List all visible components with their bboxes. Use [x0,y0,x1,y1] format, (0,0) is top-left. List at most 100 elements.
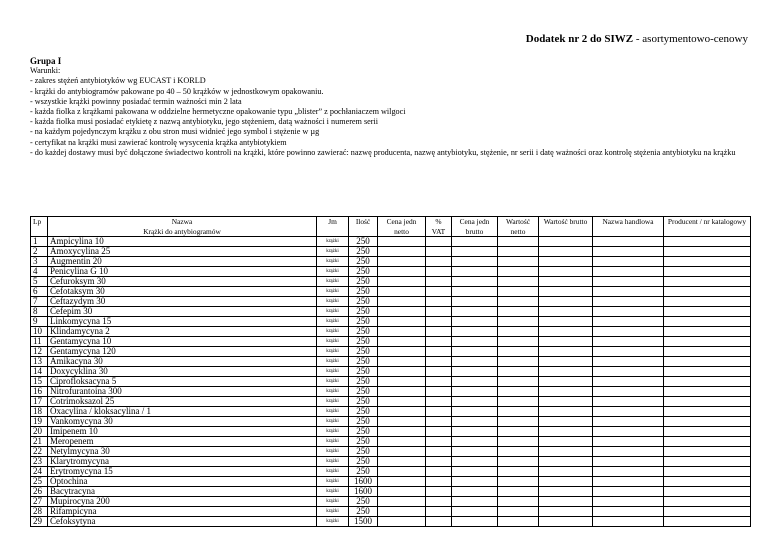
vat-cell[interactable] [425,406,452,417]
price-net-cell[interactable] [377,446,426,457]
trade-name-cell[interactable] [592,316,664,327]
value-net-cell[interactable] [497,266,539,277]
producent-cell[interactable] [663,436,751,447]
value-net-cell[interactable] [497,326,539,337]
trade-name-cell[interactable] [592,406,664,417]
price-net-cell[interactable] [377,256,426,267]
price-gross-cell[interactable] [451,296,498,307]
price-gross-cell[interactable] [451,256,498,267]
price-net-cell[interactable] [377,416,426,427]
price-net-cell[interactable] [377,466,426,477]
price-net-cell[interactable] [377,516,426,527]
price-net-cell[interactable] [377,376,426,387]
price-gross-cell[interactable] [451,336,498,347]
trade-name-cell[interactable] [592,346,664,357]
price-net-cell[interactable] [377,266,426,277]
vat-cell[interactable] [425,276,452,287]
price-gross-cell[interactable] [451,286,498,297]
price-gross-cell[interactable] [451,496,498,507]
vat-cell[interactable] [425,506,452,517]
vat-cell[interactable] [425,256,452,267]
trade-name-cell[interactable] [592,476,664,487]
vat-cell[interactable] [425,376,452,387]
vat-cell[interactable] [425,336,452,347]
trade-name-cell[interactable] [592,516,664,527]
value-net-cell[interactable] [497,426,539,437]
producent-cell[interactable] [663,306,751,317]
price-net-cell[interactable] [377,306,426,317]
producent-cell[interactable] [663,406,751,417]
trade-name-cell[interactable] [592,246,664,257]
trade-name-cell[interactable] [592,496,664,507]
value-gross-cell[interactable] [538,356,593,367]
trade-name-cell[interactable] [592,426,664,437]
producent-cell[interactable] [663,326,751,337]
vat-cell[interactable] [425,516,452,527]
producent-cell[interactable] [663,346,751,357]
price-net-cell[interactable] [377,366,426,377]
value-gross-cell[interactable] [538,506,593,517]
trade-name-cell[interactable] [592,326,664,337]
vat-cell[interactable] [425,436,452,447]
price-gross-cell[interactable] [451,456,498,467]
value-gross-cell[interactable] [538,496,593,507]
price-gross-cell[interactable] [451,426,498,437]
price-net-cell[interactable] [377,346,426,357]
price-net-cell[interactable] [377,456,426,467]
value-gross-cell[interactable] [538,396,593,407]
vat-cell[interactable] [425,366,452,377]
value-gross-cell[interactable] [538,306,593,317]
vat-cell[interactable] [425,496,452,507]
producent-cell[interactable] [663,396,751,407]
price-net-cell[interactable] [377,236,426,247]
value-gross-cell[interactable] [538,436,593,447]
value-net-cell[interactable] [497,366,539,377]
producent-cell[interactable] [663,516,751,527]
producent-cell[interactable] [663,336,751,347]
value-net-cell[interactable] [497,296,539,307]
value-gross-cell[interactable] [538,256,593,267]
value-net-cell[interactable] [497,386,539,397]
producent-cell[interactable] [663,356,751,367]
price-gross-cell[interactable] [451,376,498,387]
value-gross-cell[interactable] [538,326,593,337]
value-gross-cell[interactable] [538,276,593,287]
price-gross-cell[interactable] [451,356,498,367]
trade-name-cell[interactable] [592,266,664,277]
price-gross-cell[interactable] [451,386,498,397]
value-net-cell[interactable] [497,346,539,357]
value-net-cell[interactable] [497,456,539,467]
value-gross-cell[interactable] [538,406,593,417]
value-gross-cell[interactable] [538,316,593,327]
vat-cell[interactable] [425,356,452,367]
value-net-cell[interactable] [497,496,539,507]
trade-name-cell[interactable] [592,506,664,517]
vat-cell[interactable] [425,346,452,357]
vat-cell[interactable] [425,316,452,327]
price-net-cell[interactable] [377,496,426,507]
value-net-cell[interactable] [497,336,539,347]
trade-name-cell[interactable] [592,256,664,267]
producent-cell[interactable] [663,456,751,467]
price-net-cell[interactable] [377,336,426,347]
trade-name-cell[interactable] [592,416,664,427]
price-net-cell[interactable] [377,386,426,397]
trade-name-cell[interactable] [592,456,664,467]
value-gross-cell[interactable] [538,336,593,347]
value-gross-cell[interactable] [538,516,593,527]
price-gross-cell[interactable] [451,246,498,257]
trade-name-cell[interactable] [592,296,664,307]
vat-cell[interactable] [425,386,452,397]
trade-name-cell[interactable] [592,486,664,497]
vat-cell[interactable] [425,466,452,477]
vat-cell[interactable] [425,456,452,467]
trade-name-cell[interactable] [592,466,664,477]
value-gross-cell[interactable] [538,266,593,277]
trade-name-cell[interactable] [592,386,664,397]
price-net-cell[interactable] [377,286,426,297]
price-gross-cell[interactable] [451,306,498,317]
value-gross-cell[interactable] [538,466,593,477]
producent-cell[interactable] [663,266,751,277]
trade-name-cell[interactable] [592,436,664,447]
price-net-cell[interactable] [377,246,426,257]
